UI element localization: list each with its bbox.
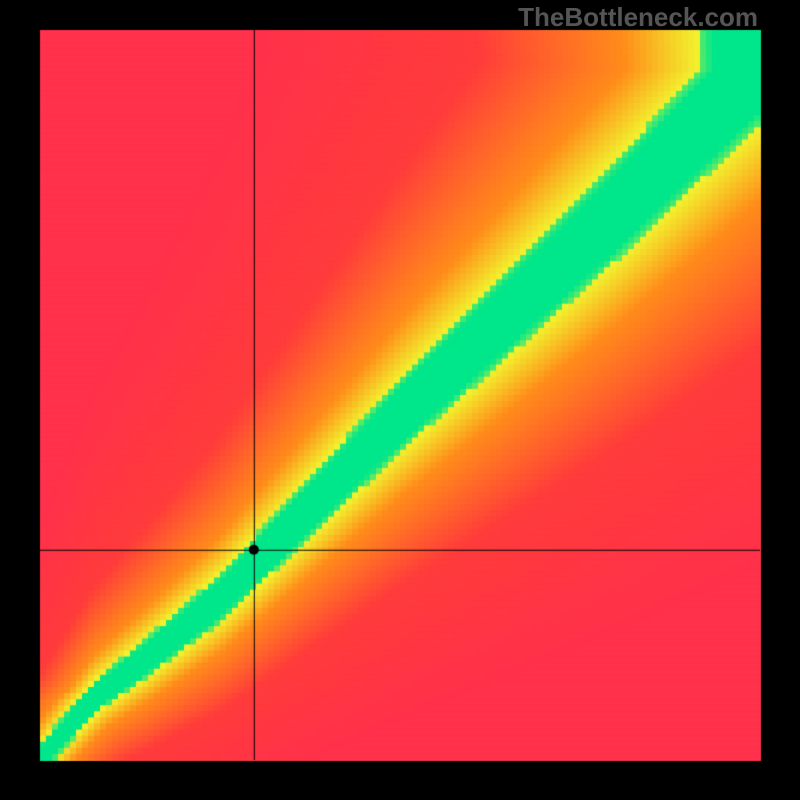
watermark-text: TheBottleneck.com (518, 2, 758, 33)
bottleneck-heatmap (0, 0, 800, 800)
chart-container: { "canvas": { "width": 800, "height": 80… (0, 0, 800, 800)
